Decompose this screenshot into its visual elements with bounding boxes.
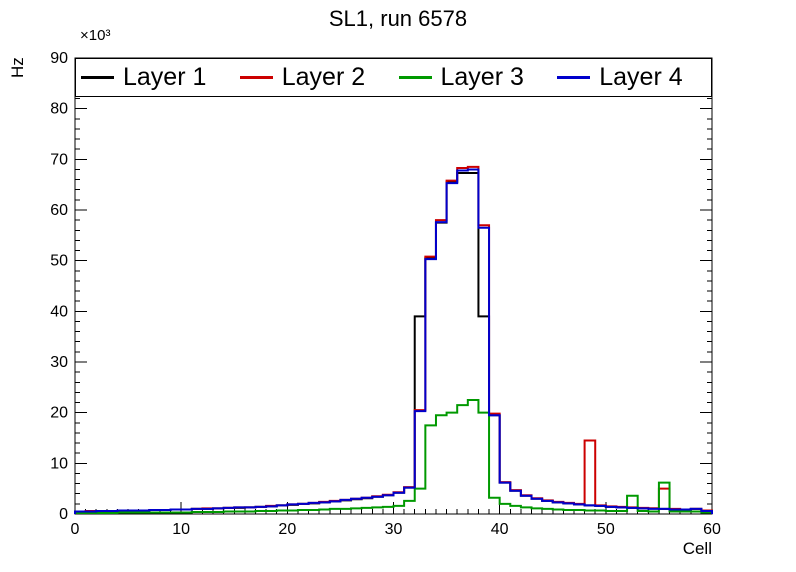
- x-tick-label: 10: [172, 521, 190, 538]
- legend-label: Layer 4: [599, 63, 683, 91]
- legend-label: Layer 2: [281, 63, 366, 91]
- y-tick-label: 80: [50, 101, 68, 118]
- legend-label: Layer 3: [440, 63, 524, 91]
- x-tick-label: 60: [703, 521, 721, 538]
- y-tick-label: 40: [50, 303, 68, 320]
- legend-item-layer-1: Layer 1: [76, 63, 235, 92]
- legend: Layer 1 Layer 2 Layer 3 Layer 4: [75, 58, 712, 97]
- legend-item-layer-2: Layer 2: [235, 63, 394, 92]
- y-tick-label: 50: [50, 253, 68, 270]
- x-tick-label: 0: [71, 521, 80, 538]
- y-axis-exponent: ×10³: [80, 27, 111, 44]
- y-tick-label: 70: [50, 151, 68, 168]
- legend-item-layer-3: Layer 3: [394, 63, 553, 92]
- legend-line-icon: [239, 76, 273, 79]
- series-layer-2: [74, 165, 713, 514]
- series-layer-1: [74, 172, 713, 514]
- y-tick-label: 30: [50, 354, 68, 371]
- x-tick-label: 30: [385, 521, 403, 538]
- plot-frame: [74, 57, 713, 515]
- x-tick-label: 40: [491, 521, 509, 538]
- legend-label: Layer 1: [123, 63, 207, 91]
- x-tick-label: 20: [278, 521, 296, 538]
- x-axis-label: Cell: [682, 539, 712, 558]
- y-tick-label: 0: [59, 506, 68, 523]
- y-tick-label: 20: [50, 405, 68, 422]
- series-layer-3: [74, 399, 713, 514]
- x-tick-label: 50: [597, 521, 615, 538]
- legend-item-layer-4: Layer 4: [552, 63, 711, 92]
- plot-title: SL1, run 6578: [328, 6, 468, 31]
- y-tick-label: 10: [50, 455, 68, 472]
- series-layer-4: [74, 168, 713, 514]
- y-tick-label: 90: [50, 50, 68, 67]
- y-tick-label: 60: [50, 202, 68, 219]
- legend-line-icon: [557, 76, 591, 79]
- legend-line-icon: [398, 76, 432, 79]
- legend-line-icon: [81, 76, 114, 79]
